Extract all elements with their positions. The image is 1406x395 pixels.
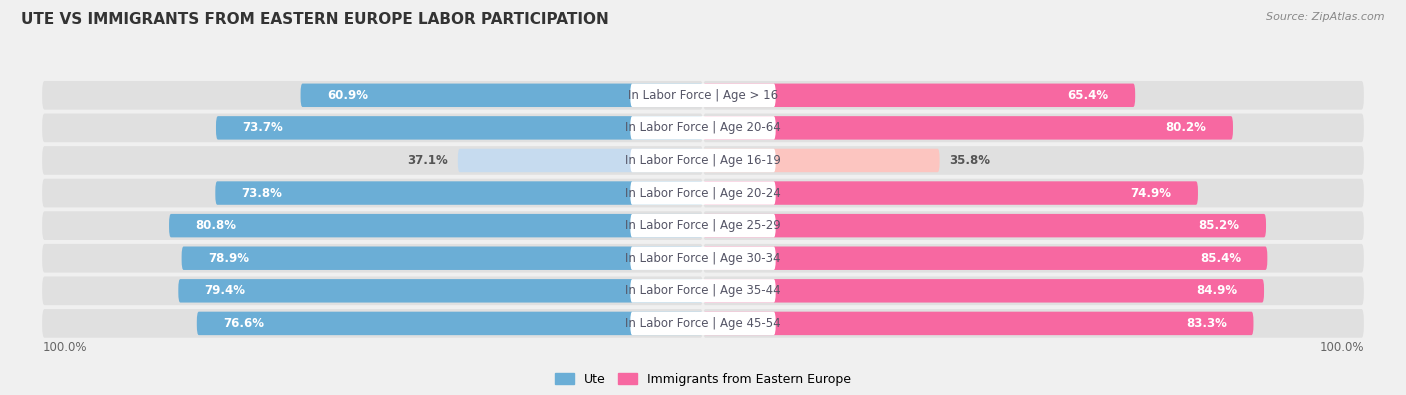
Text: In Labor Force | Age 45-54: In Labor Force | Age 45-54 <box>626 317 780 330</box>
FancyBboxPatch shape <box>703 211 1364 240</box>
FancyBboxPatch shape <box>217 116 703 139</box>
FancyBboxPatch shape <box>703 84 1135 107</box>
FancyBboxPatch shape <box>169 214 703 237</box>
FancyBboxPatch shape <box>179 279 703 303</box>
FancyBboxPatch shape <box>42 276 703 305</box>
Text: 73.8%: 73.8% <box>242 186 283 199</box>
FancyBboxPatch shape <box>197 312 703 335</box>
FancyBboxPatch shape <box>703 279 1264 303</box>
Text: 80.8%: 80.8% <box>195 219 236 232</box>
FancyBboxPatch shape <box>42 146 703 175</box>
Text: 85.4%: 85.4% <box>1199 252 1241 265</box>
FancyBboxPatch shape <box>703 181 1198 205</box>
FancyBboxPatch shape <box>703 81 1364 110</box>
Text: In Labor Force | Age 25-29: In Labor Force | Age 25-29 <box>626 219 780 232</box>
Text: 80.2%: 80.2% <box>1166 121 1206 134</box>
FancyBboxPatch shape <box>703 116 1233 139</box>
FancyBboxPatch shape <box>42 81 703 110</box>
FancyBboxPatch shape <box>703 146 1364 175</box>
Text: 76.6%: 76.6% <box>224 317 264 330</box>
FancyBboxPatch shape <box>630 149 776 172</box>
FancyBboxPatch shape <box>458 149 703 172</box>
Text: In Labor Force | Age 30-34: In Labor Force | Age 30-34 <box>626 252 780 265</box>
FancyBboxPatch shape <box>630 246 776 270</box>
FancyBboxPatch shape <box>703 179 1364 207</box>
FancyBboxPatch shape <box>42 179 703 207</box>
Text: In Labor Force | Age 20-24: In Labor Force | Age 20-24 <box>626 186 780 199</box>
FancyBboxPatch shape <box>703 309 1364 338</box>
Text: UTE VS IMMIGRANTS FROM EASTERN EUROPE LABOR PARTICIPATION: UTE VS IMMIGRANTS FROM EASTERN EUROPE LA… <box>21 12 609 27</box>
FancyBboxPatch shape <box>42 113 703 142</box>
FancyBboxPatch shape <box>630 214 776 237</box>
Text: 35.8%: 35.8% <box>949 154 990 167</box>
FancyBboxPatch shape <box>42 309 703 338</box>
Text: In Labor Force | Age 35-44: In Labor Force | Age 35-44 <box>626 284 780 297</box>
Text: 79.4%: 79.4% <box>205 284 246 297</box>
Text: 85.2%: 85.2% <box>1198 219 1240 232</box>
Text: 84.9%: 84.9% <box>1197 284 1237 297</box>
FancyBboxPatch shape <box>630 84 776 107</box>
FancyBboxPatch shape <box>630 312 776 335</box>
Text: Source: ZipAtlas.com: Source: ZipAtlas.com <box>1267 12 1385 22</box>
Text: 78.9%: 78.9% <box>208 252 249 265</box>
FancyBboxPatch shape <box>703 312 1254 335</box>
Text: 100.0%: 100.0% <box>1319 341 1364 354</box>
FancyBboxPatch shape <box>703 244 1364 273</box>
Legend: Ute, Immigrants from Eastern Europe: Ute, Immigrants from Eastern Europe <box>550 368 856 391</box>
FancyBboxPatch shape <box>42 244 703 273</box>
FancyBboxPatch shape <box>301 84 703 107</box>
Text: 73.7%: 73.7% <box>242 121 283 134</box>
FancyBboxPatch shape <box>630 279 776 303</box>
FancyBboxPatch shape <box>703 214 1265 237</box>
FancyBboxPatch shape <box>42 211 703 240</box>
Text: In Labor Force | Age 16-19: In Labor Force | Age 16-19 <box>626 154 780 167</box>
FancyBboxPatch shape <box>703 149 939 172</box>
Text: In Labor Force | Age 20-64: In Labor Force | Age 20-64 <box>626 121 780 134</box>
FancyBboxPatch shape <box>703 113 1364 142</box>
FancyBboxPatch shape <box>630 116 776 139</box>
FancyBboxPatch shape <box>703 276 1364 305</box>
Text: 100.0%: 100.0% <box>42 341 87 354</box>
FancyBboxPatch shape <box>630 181 776 205</box>
FancyBboxPatch shape <box>703 246 1267 270</box>
FancyBboxPatch shape <box>215 181 703 205</box>
Text: 83.3%: 83.3% <box>1187 317 1227 330</box>
Text: 60.9%: 60.9% <box>328 89 368 102</box>
Text: 37.1%: 37.1% <box>408 154 449 167</box>
Text: 65.4%: 65.4% <box>1067 89 1109 102</box>
FancyBboxPatch shape <box>181 246 703 270</box>
Text: 74.9%: 74.9% <box>1130 186 1171 199</box>
Text: In Labor Force | Age > 16: In Labor Force | Age > 16 <box>628 89 778 102</box>
